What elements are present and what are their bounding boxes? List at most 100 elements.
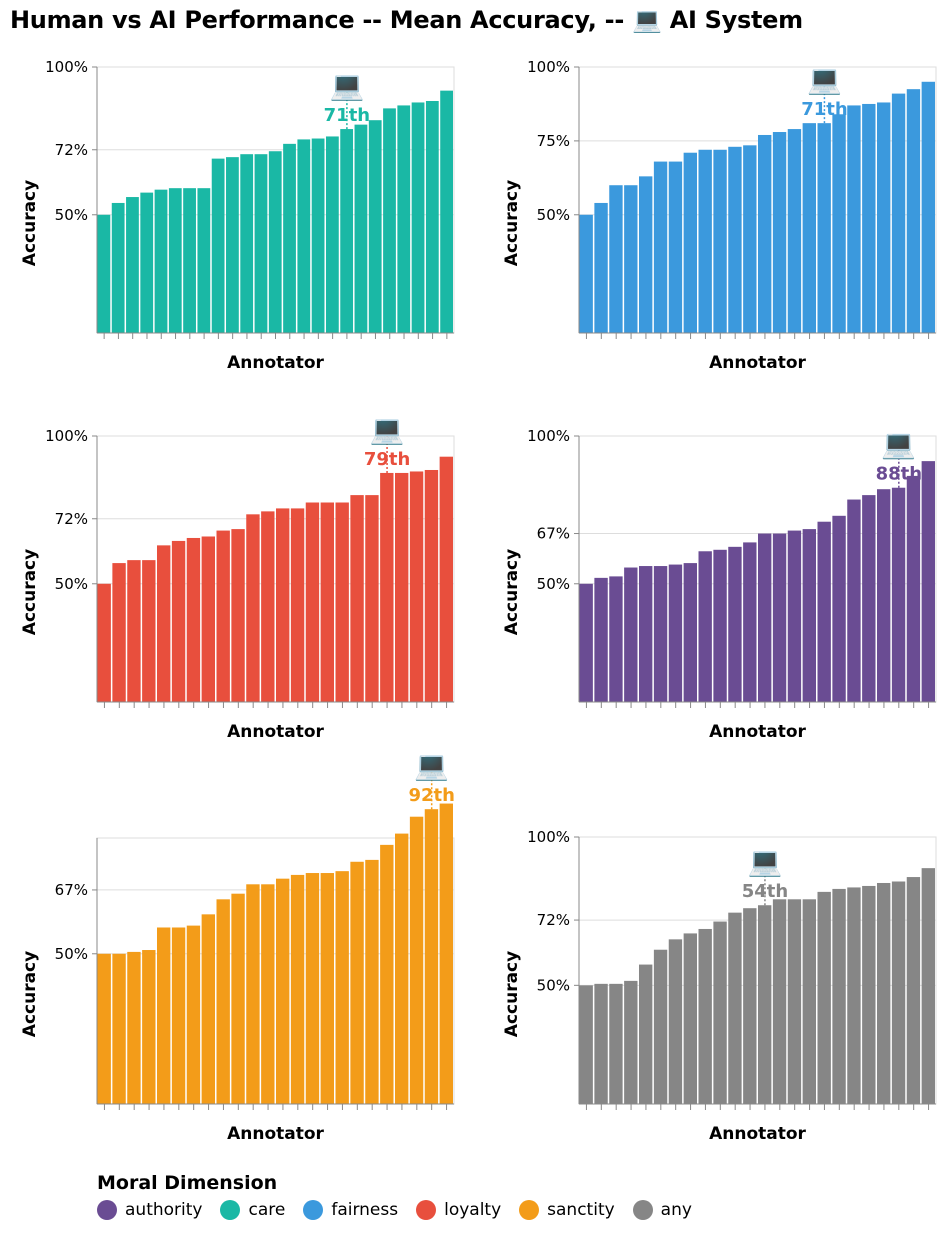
bar: [226, 157, 239, 333]
chart-panel-care: 50% 72% 100% Annotator Accuracy 71th 💻: [20, 58, 455, 373]
legend: Moral Dimension authority care fairness …: [97, 1172, 710, 1220]
bar: [787, 899, 802, 1104]
bar: [111, 202, 125, 333]
bar: [305, 873, 320, 1104]
bar: [365, 495, 379, 702]
bar: [817, 123, 831, 334]
bar: [921, 461, 935, 702]
bar: [97, 214, 111, 333]
bar: [862, 495, 876, 702]
bar: [772, 132, 787, 333]
y-tick-label: 72%: [537, 911, 570, 929]
y-tick-label: 50%: [55, 206, 88, 224]
chart-title: Human vs AI Performance -- Mean Accuracy…: [10, 6, 803, 34]
bar: [383, 108, 396, 333]
bar: [802, 123, 816, 334]
bar: [201, 914, 215, 1104]
bar: [211, 158, 225, 333]
bar: [639, 566, 653, 702]
laptop-icon: 💻: [414, 749, 449, 782]
bar: [906, 89, 921, 334]
bar: [186, 925, 201, 1104]
bar: [231, 529, 245, 702]
bar: [683, 933, 697, 1104]
legend-swatch: [303, 1200, 324, 1220]
bar: [802, 529, 816, 702]
legend-swatch: [220, 1200, 241, 1220]
bar: [743, 542, 757, 702]
x-axis-title: Annotator: [709, 353, 806, 373]
bar: [579, 583, 593, 702]
bar: [698, 149, 712, 333]
y-axis-title: Accuracy: [502, 951, 522, 1037]
bar: [350, 495, 364, 702]
ai-percentile-label: 54th: [742, 881, 788, 902]
y-tick-label: 50%: [537, 976, 570, 994]
bar: [380, 844, 394, 1104]
bar: [127, 560, 141, 702]
bar: [340, 129, 354, 333]
y-axis-title: Accuracy: [502, 180, 522, 266]
bar: [168, 188, 182, 333]
legend-item-loyalty: loyalty: [416, 1200, 501, 1220]
bar: [728, 146, 742, 333]
bar: [877, 882, 891, 1104]
bar: [832, 114, 846, 334]
bar: [97, 953, 111, 1104]
y-tick-label: 100%: [527, 58, 570, 76]
bar: [713, 149, 727, 333]
bar: [594, 983, 608, 1104]
bar: [624, 567, 638, 702]
bar: [439, 803, 453, 1104]
bar: [254, 154, 268, 333]
bar: [397, 105, 411, 333]
bar: [668, 939, 683, 1104]
bar: [261, 511, 275, 702]
bar: [624, 185, 638, 333]
bar: [862, 885, 876, 1104]
bar: [240, 154, 254, 333]
bar: [653, 161, 668, 333]
legend-swatch: [416, 1200, 437, 1220]
bar: [97, 583, 111, 702]
x-axis-title: Annotator: [709, 722, 806, 742]
bar: [624, 980, 638, 1104]
x-axis-title: Annotator: [227, 353, 324, 373]
bar: [425, 100, 439, 333]
ai-percentile-label: 71th: [324, 105, 370, 126]
bar: [368, 120, 382, 333]
legend-title: Moral Dimension: [97, 1172, 278, 1194]
bar: [787, 129, 802, 333]
bar: [335, 871, 349, 1104]
bar: [171, 540, 186, 702]
bar: [157, 545, 171, 702]
bar: [290, 508, 305, 702]
ai-percentile-label: 88th: [876, 464, 922, 485]
bar: [713, 549, 727, 702]
bar: [140, 192, 154, 333]
bar: [772, 899, 787, 1104]
y-axis-title: Accuracy: [20, 180, 40, 266]
bar: [335, 502, 349, 702]
legend-item-care: care: [220, 1200, 285, 1220]
y-tick-label: 50%: [55, 945, 88, 963]
bar: [126, 197, 139, 333]
bar: [297, 139, 311, 333]
y-tick-label: 50%: [537, 575, 570, 593]
bar: [112, 563, 126, 702]
bar: [594, 577, 608, 702]
bar: [320, 873, 334, 1104]
legend-item-any: any: [632, 1200, 692, 1220]
bar: [877, 102, 891, 333]
bar: [713, 921, 727, 1104]
bar: [246, 884, 260, 1104]
bar: [921, 868, 935, 1104]
ai-percentile-label: 92th: [408, 785, 454, 806]
x-axis-title: Annotator: [227, 1124, 324, 1144]
bar: [728, 546, 742, 702]
bar: [862, 103, 876, 333]
bar: [290, 874, 305, 1104]
bar: [350, 861, 364, 1104]
laptop-icon: 💻: [329, 69, 364, 102]
